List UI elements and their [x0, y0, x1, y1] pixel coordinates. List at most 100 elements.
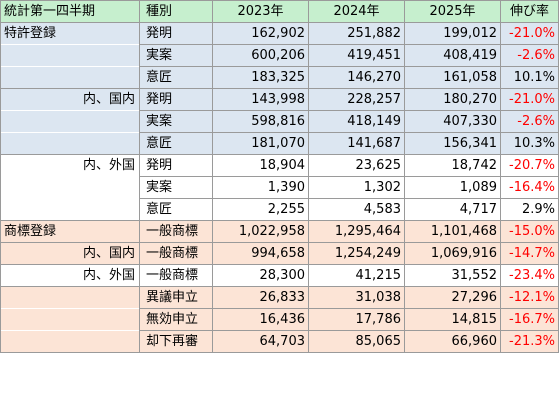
- header-growth: 伸び率: [500, 0, 559, 23]
- row-2023: 1,022,958: [212, 220, 309, 243]
- table-row: 特許登録 発明 162,902 251,882 199,012 -21.0%: [0, 22, 559, 45]
- row-growth: -2.6%: [500, 110, 559, 133]
- row-2024: 85,065: [308, 330, 405, 353]
- row-2025: 408,419: [404, 44, 501, 67]
- row-growth: -14.7%: [500, 242, 559, 265]
- row-2023: 2,255: [212, 198, 309, 221]
- row-2024: 228,257: [308, 88, 405, 111]
- row-category: 内、国内: [0, 242, 140, 265]
- row-2024: 418,149: [308, 110, 405, 133]
- row-2025: 161,058: [404, 66, 501, 89]
- header-row: 統計第一四半期 種別 2023年 2024年 2025年 伸び率: [0, 0, 559, 23]
- row-2024: 4,583: [308, 198, 405, 221]
- row-kind: 実案: [139, 44, 213, 67]
- row-2023: 994,658: [212, 242, 309, 265]
- row-kind: 無効申立: [139, 308, 213, 331]
- row-2023: 16,436: [212, 308, 309, 331]
- header-2025: 2025年: [404, 0, 501, 23]
- row-category: [0, 132, 140, 155]
- row-growth: 2.9%: [500, 198, 559, 221]
- row-growth: -16.4%: [500, 176, 559, 199]
- table-row: 意匠 2,255 4,583 4,717 2.9%: [0, 198, 559, 221]
- row-growth: -2.6%: [500, 44, 559, 67]
- table-row: 実案 1,390 1,302 1,089 -16.4%: [0, 176, 559, 199]
- row-2024: 23,625: [308, 154, 405, 177]
- table-row: 実案 598,816 418,149 407,330 -2.6%: [0, 110, 559, 133]
- row-kind: 実案: [139, 176, 213, 199]
- row-growth: -21.0%: [500, 88, 559, 111]
- row-2023: 1,390: [212, 176, 309, 199]
- header-2023: 2023年: [212, 0, 309, 23]
- table-row: 却下再審 64,703 85,065 66,960 -21.3%: [0, 330, 559, 353]
- row-2025: 14,815: [404, 308, 501, 331]
- row-category: [0, 198, 140, 221]
- row-2024: 141,687: [308, 132, 405, 155]
- row-2024: 1,254,249: [308, 242, 405, 265]
- row-2024: 1,302: [308, 176, 405, 199]
- row-2023: 18,904: [212, 154, 309, 177]
- row-2024: 17,786: [308, 308, 405, 331]
- row-2024: 146,270: [308, 66, 405, 89]
- table-row: 内、国内 一般商標 994,658 1,254,249 1,069,916 -1…: [0, 242, 559, 265]
- table-row: 実案 600,206 419,451 408,419 -2.6%: [0, 44, 559, 67]
- row-category: [0, 44, 140, 67]
- row-2025: 27,296: [404, 286, 501, 309]
- row-2024: 31,038: [308, 286, 405, 309]
- row-2025: 4,717: [404, 198, 501, 221]
- row-2023: 64,703: [212, 330, 309, 353]
- table-row: 異議申立 26,833 31,038 27,296 -12.1%: [0, 286, 559, 309]
- table-row: 意匠 181,070 141,687 156,341 10.3%: [0, 132, 559, 155]
- row-kind: 発明: [139, 88, 213, 111]
- table-row: 商標登録 一般商標 1,022,958 1,295,464 1,101,468 …: [0, 220, 559, 243]
- row-2025: 31,552: [404, 264, 501, 287]
- table-row: 意匠 183,325 146,270 161,058 10.1%: [0, 66, 559, 89]
- row-2024: 419,451: [308, 44, 405, 67]
- row-category: [0, 308, 140, 331]
- row-2025: 156,341: [404, 132, 501, 155]
- row-2025: 18,742: [404, 154, 501, 177]
- table-row: 内、国内 発明 143,998 228,257 180,270 -21.0%: [0, 88, 559, 111]
- row-growth: 10.3%: [500, 132, 559, 155]
- row-2024: 41,215: [308, 264, 405, 287]
- row-category: 内、外国: [0, 154, 140, 177]
- row-growth: -15.0%: [500, 220, 559, 243]
- row-category: 商標登録: [0, 220, 140, 243]
- statistics-table: 統計第一四半期 種別 2023年 2024年 2025年 伸び率 特許登録 発明…: [0, 0, 559, 353]
- row-category: 特許登録: [0, 22, 140, 45]
- table-row: 無効申立 16,436 17,786 14,815 -16.7%: [0, 308, 559, 331]
- row-kind: 意匠: [139, 198, 213, 221]
- row-2023: 28,300: [212, 264, 309, 287]
- row-2025: 407,330: [404, 110, 501, 133]
- row-growth: -21.0%: [500, 22, 559, 45]
- row-2023: 162,902: [212, 22, 309, 45]
- row-2025: 1,089: [404, 176, 501, 199]
- row-growth: -21.3%: [500, 330, 559, 353]
- row-kind: 意匠: [139, 132, 213, 155]
- row-kind: 一般商標: [139, 264, 213, 287]
- row-category: [0, 176, 140, 199]
- row-2025: 199,012: [404, 22, 501, 45]
- row-2025: 66,960: [404, 330, 501, 353]
- row-2024: 1,295,464: [308, 220, 405, 243]
- row-category: [0, 110, 140, 133]
- row-2023: 598,816: [212, 110, 309, 133]
- row-2024: 251,882: [308, 22, 405, 45]
- table-row: 内、外国 一般商標 28,300 41,215 31,552 -23.4%: [0, 264, 559, 287]
- row-kind: 一般商標: [139, 242, 213, 265]
- row-growth: 10.1%: [500, 66, 559, 89]
- row-2023: 143,998: [212, 88, 309, 111]
- row-2023: 181,070: [212, 132, 309, 155]
- row-kind: 意匠: [139, 66, 213, 89]
- row-kind: 発明: [139, 22, 213, 45]
- row-2023: 26,833: [212, 286, 309, 309]
- row-growth: -12.1%: [500, 286, 559, 309]
- header-kind: 種別: [139, 0, 213, 23]
- row-kind: 却下再審: [139, 330, 213, 353]
- row-kind: 異議申立: [139, 286, 213, 309]
- row-kind: 発明: [139, 154, 213, 177]
- row-2025: 180,270: [404, 88, 501, 111]
- row-kind: 一般商標: [139, 220, 213, 243]
- header-category: 統計第一四半期: [0, 0, 140, 23]
- row-growth: -16.7%: [500, 308, 559, 331]
- row-category: 内、国内: [0, 88, 140, 111]
